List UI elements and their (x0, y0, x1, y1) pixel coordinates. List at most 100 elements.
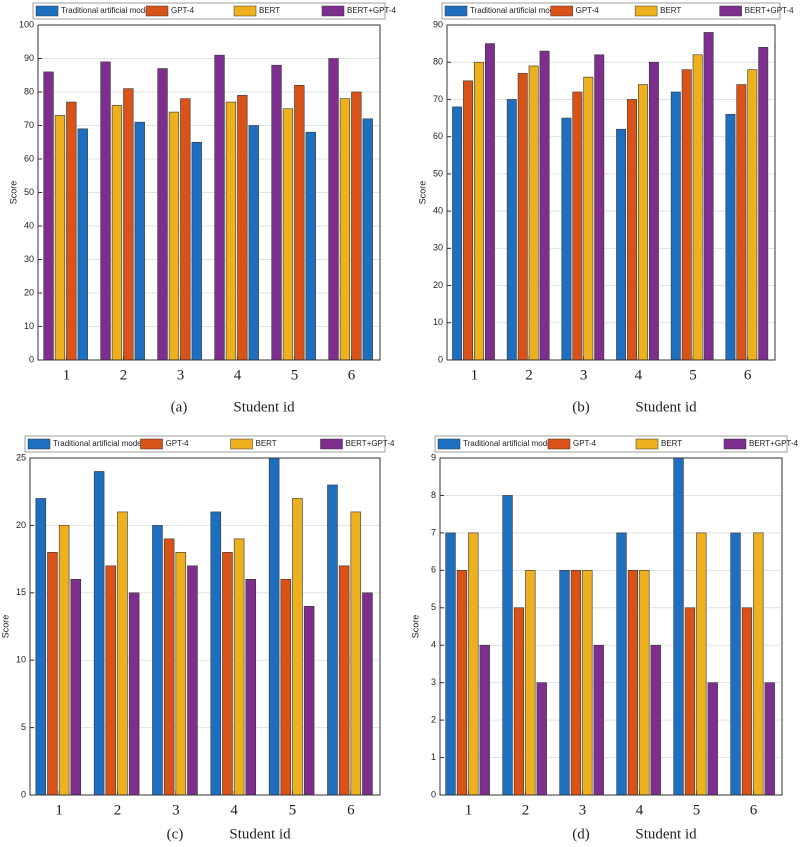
axes-frame (446, 24, 776, 361)
x-tick-label: 2 (525, 367, 533, 383)
bar (100, 61, 111, 361)
legend-box (434, 435, 788, 453)
x-tick-label: 2 (522, 802, 530, 818)
bar (180, 98, 191, 361)
bar (513, 607, 525, 796)
bar (536, 682, 547, 796)
bar (362, 118, 373, 361)
caption: (a) (171, 399, 188, 415)
bar (77, 128, 88, 361)
bar (627, 570, 639, 796)
y-tick-label: 4 (431, 640, 436, 650)
bar (684, 607, 696, 796)
legend-label: Traditional artificial model (61, 6, 152, 15)
bar (593, 644, 604, 796)
bar (58, 525, 70, 796)
legend-swatch (140, 438, 163, 450)
bar (362, 592, 373, 796)
x-tick-label: 6 (347, 802, 355, 818)
bar (280, 579, 292, 796)
bar (627, 99, 637, 361)
bar (128, 592, 140, 796)
bar (303, 605, 315, 796)
x-tick-label: 3 (580, 367, 588, 383)
bar (517, 73, 528, 361)
y-tick-label: 9 (431, 452, 436, 462)
bar (741, 607, 753, 796)
caption: (b) (572, 399, 590, 415)
y-tick-label: 3 (431, 677, 436, 687)
x-tick-label: 2 (114, 802, 122, 818)
y-tick-label: 0 (29, 354, 34, 364)
legend-box (441, 2, 781, 20)
legend-label: BERT+GPT-4 (346, 439, 396, 448)
bar (175, 552, 187, 796)
x-axis-label: Student id (635, 399, 697, 415)
legend-swatch (719, 5, 742, 17)
bar (111, 105, 123, 361)
bar (338, 565, 350, 796)
bar (445, 532, 456, 796)
bar (559, 570, 570, 796)
axes-frame (37, 24, 381, 361)
y-tick-label: 0 (21, 789, 26, 799)
legend-swatch (444, 5, 468, 17)
y-tick-label: 2 (431, 714, 436, 724)
y-tick-label: 10 (24, 321, 34, 331)
x-tick-label: 1 (55, 802, 63, 818)
x-tick-label: 3 (579, 802, 587, 818)
caption: (d) (572, 826, 590, 842)
bar (187, 565, 198, 796)
x-axis-label: Student id (229, 826, 291, 842)
bar (707, 682, 718, 796)
y-axis-label: Score (410, 615, 420, 639)
y-axis-label: Score (0, 615, 10, 639)
y-tick-label: 10 (16, 655, 26, 665)
x-tick-label: 4 (636, 802, 644, 818)
x-tick-label: 4 (234, 367, 242, 383)
legend-swatch (321, 5, 345, 17)
x-tick-label: 5 (693, 802, 701, 818)
plot-area (447, 25, 775, 360)
legend-swatch (634, 5, 658, 17)
legend-swatch (27, 438, 51, 450)
y-tick-label: 0 (431, 789, 436, 799)
x-tick-label: 1 (63, 367, 71, 383)
bar (484, 43, 495, 361)
bar (350, 511, 362, 796)
legend-swatch (723, 438, 747, 450)
y-tick-label: 60 (24, 153, 34, 163)
y-axis-label: Score (417, 181, 427, 205)
legend-swatch (547, 438, 571, 450)
y-tick-label: 25 (16, 452, 26, 462)
bar (327, 484, 338, 796)
bar (117, 511, 128, 796)
bar (539, 50, 550, 361)
plot-area (440, 458, 782, 795)
bar (639, 570, 650, 796)
y-tick-label: 50 (24, 187, 34, 197)
y-tick-label: 90 (24, 53, 34, 63)
legend-label: Traditional artificial model (463, 439, 554, 448)
bar (753, 532, 764, 796)
bar (572, 91, 583, 361)
x-tick-label: 6 (348, 367, 356, 383)
legend-swatch (145, 5, 169, 17)
legend-label: GPT-4 (573, 439, 597, 448)
y-tick-label: 30 (24, 254, 34, 264)
plot-area (30, 458, 380, 795)
y-tick-label: 50 (433, 168, 443, 178)
bar (351, 91, 362, 361)
legend-swatch (35, 5, 59, 17)
legend-label: GPT-4 (171, 6, 195, 15)
bar (225, 101, 237, 361)
bar (328, 58, 339, 361)
bar (764, 682, 775, 796)
bar (152, 525, 163, 796)
legend-swatch (233, 5, 257, 17)
y-tick-label: 20 (16, 520, 26, 530)
bar (616, 128, 627, 361)
bar (134, 121, 145, 361)
x-axis-label: Student id (635, 826, 697, 842)
